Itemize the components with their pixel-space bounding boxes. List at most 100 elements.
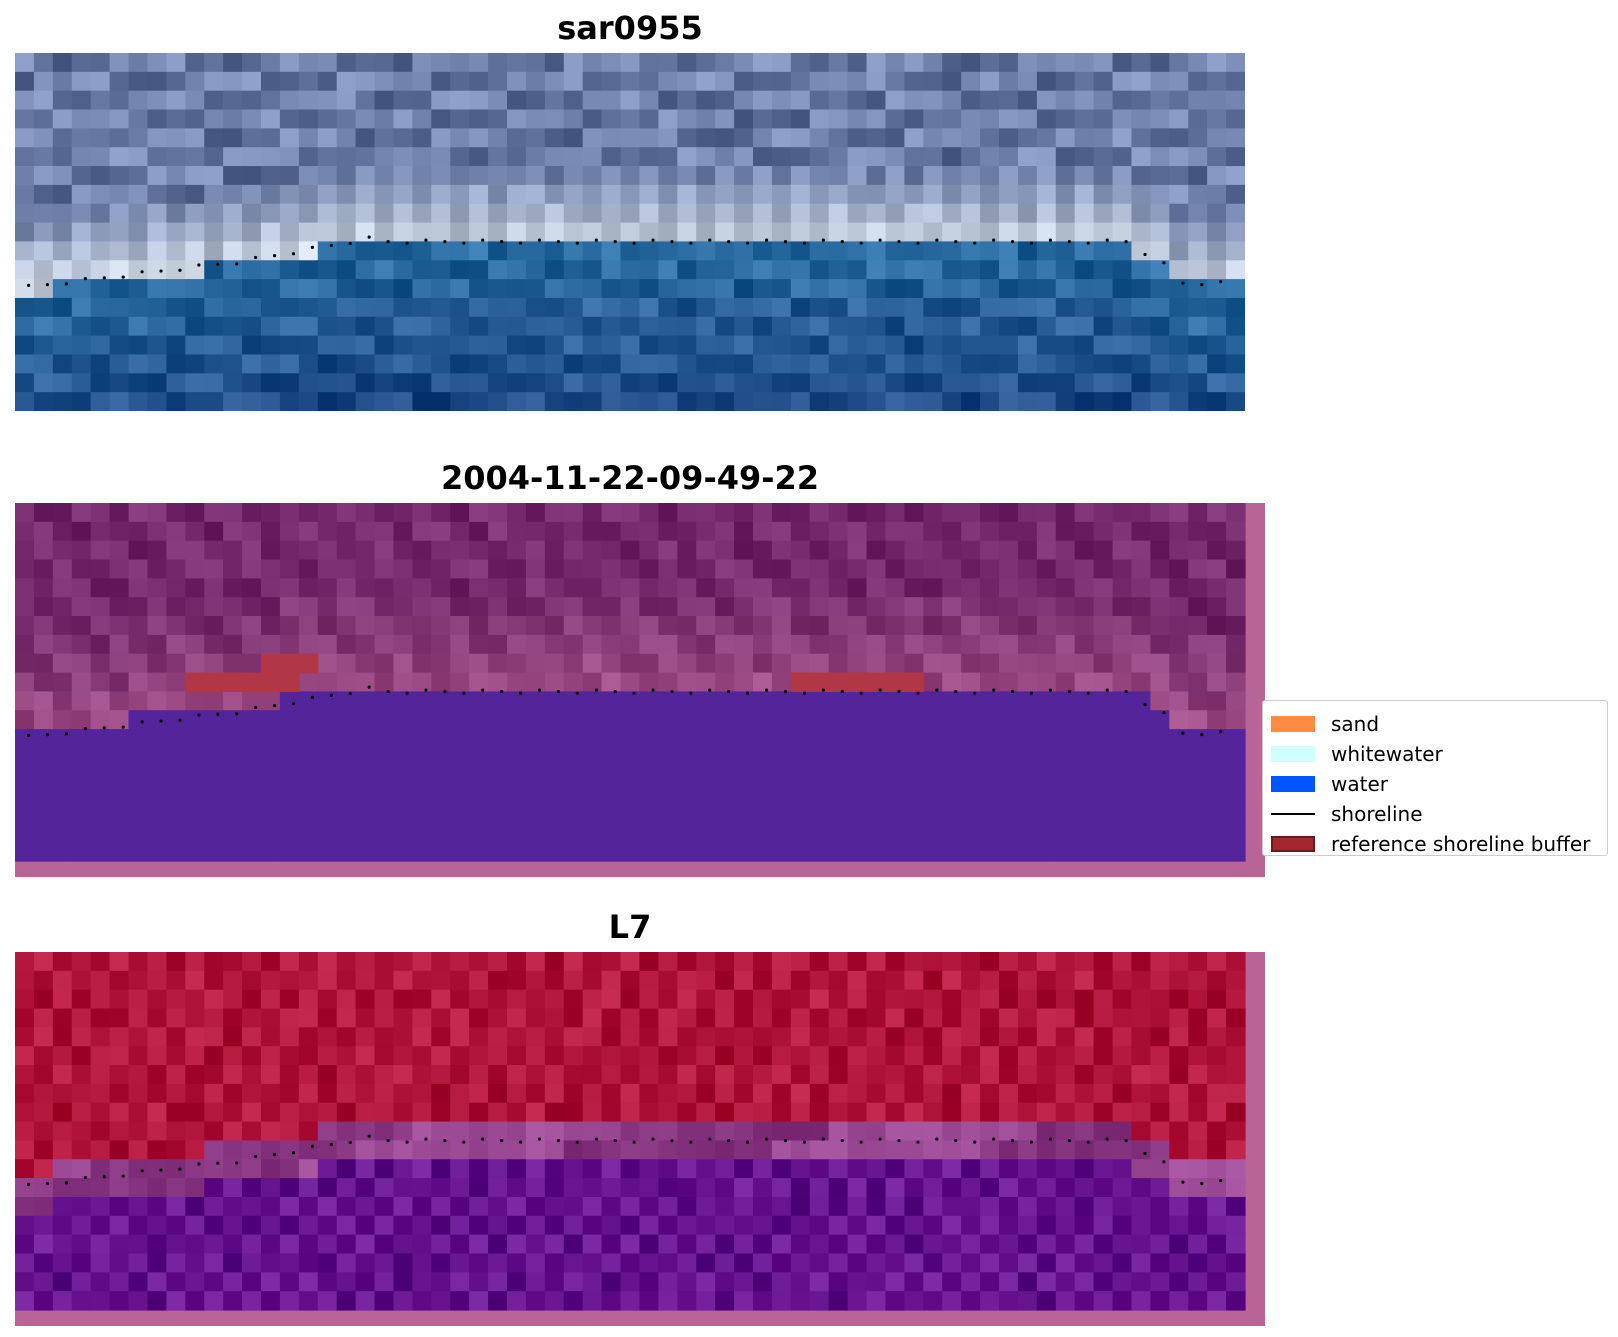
shoreline-point — [575, 691, 579, 695]
shoreline-point — [216, 712, 220, 716]
shoreline-point — [897, 1139, 901, 1143]
shoreline-point — [708, 238, 712, 242]
shoreline-points — [26, 685, 1223, 737]
panel-title-index: L7 — [608, 908, 652, 946]
legend-label-shoreline: shoreline — [1331, 802, 1423, 826]
panel-title-rgb: sar0955 — [557, 9, 703, 47]
shoreline-point — [159, 1168, 163, 1172]
shoreline-point — [821, 1137, 825, 1141]
panel-title-classified: 2004-11-22-09-49-22 — [440, 459, 820, 497]
shoreline-point — [746, 241, 750, 245]
shoreline-point — [45, 283, 50, 287]
shoreline-point — [1200, 1182, 1204, 1186]
shoreline-point — [518, 691, 523, 695]
shoreline-point — [859, 691, 863, 695]
shoreline-point — [83, 726, 87, 731]
shoreline-point — [518, 241, 523, 245]
shoreline-point — [64, 732, 69, 736]
shoreline-point — [1010, 240, 1015, 244]
shoreline-point — [840, 1139, 844, 1143]
shoreline-point — [424, 688, 428, 692]
shoreline-point — [992, 238, 996, 242]
shoreline-point — [1219, 1179, 1223, 1183]
shoreline-point — [424, 238, 428, 242]
shoreline-point — [443, 690, 447, 694]
rgb-image-panel — [15, 53, 1245, 411]
shoreline-point — [254, 255, 258, 260]
shoreline-point — [1029, 1140, 1034, 1144]
shoreline-point — [840, 690, 844, 694]
shoreline-point — [764, 1137, 769, 1141]
shoreline-point — [1048, 238, 1053, 242]
shoreline-point — [689, 691, 693, 695]
shoreline-point — [973, 691, 977, 695]
shoreline-point — [973, 241, 977, 245]
shoreline-point — [1124, 1139, 1128, 1143]
shoreline-point — [1010, 690, 1015, 694]
shoreline-point — [481, 1137, 485, 1141]
shoreline-point — [1219, 280, 1223, 284]
shoreline-point — [802, 691, 807, 695]
shoreline-point — [594, 1137, 598, 1141]
shoreline-point — [651, 238, 655, 242]
shoreline-point — [1124, 690, 1128, 694]
shoreline-point — [405, 691, 409, 695]
shoreline-point — [348, 691, 352, 696]
shoreline-point — [670, 690, 674, 694]
shoreline-point — [121, 1174, 125, 1178]
shoreline-point — [462, 241, 466, 245]
shoreline-point — [897, 690, 901, 694]
shoreline-point — [1105, 688, 1109, 692]
shoreline-point — [878, 1137, 882, 1141]
shoreline-point — [878, 238, 882, 242]
shoreline-point — [197, 713, 201, 717]
legend-item-shoreline: shoreline — [1271, 799, 1607, 829]
shoreline-point — [1105, 1137, 1109, 1141]
shoreline-point — [140, 1169, 144, 1173]
shoreline-point — [1086, 241, 1090, 245]
shoreline-point — [26, 283, 31, 287]
shoreline-points — [26, 1134, 1223, 1186]
shoreline-point — [518, 1140, 523, 1144]
legend-label-sand: sand — [1331, 712, 1380, 736]
shoreline-point — [291, 702, 296, 706]
shoreline-point — [329, 1142, 333, 1147]
shoreline-point — [386, 240, 390, 244]
shoreline-point — [1086, 1140, 1090, 1144]
shoreline-point — [462, 691, 466, 695]
shoreline-point — [83, 276, 87, 281]
shoreline-point — [651, 688, 655, 692]
shoreline-point — [481, 688, 485, 692]
reference-buffer-patch — [261, 653, 319, 674]
shoreline-point — [821, 688, 825, 692]
shoreline-point — [1181, 731, 1185, 735]
shoreline-point — [575, 1140, 579, 1144]
shoreline-point — [102, 1175, 106, 1179]
shoreline-point — [405, 1140, 409, 1144]
shoreline-point — [26, 1182, 31, 1186]
shoreline-point — [746, 1140, 750, 1144]
shoreline-point — [594, 238, 598, 242]
shoreline-point — [272, 1152, 277, 1157]
shoreline-point — [1029, 241, 1034, 245]
shoreline-point — [727, 1139, 731, 1143]
shoreline-point — [954, 240, 958, 244]
shoreline-point — [859, 241, 863, 245]
shoreline-point — [878, 688, 882, 692]
shoreline-point — [594, 688, 598, 692]
legend-item-whitewater: whitewater — [1271, 739, 1607, 769]
shoreline-point — [272, 703, 277, 708]
shoreline-point — [1181, 281, 1185, 285]
shoreline-point — [802, 1140, 807, 1144]
shoreline-point — [140, 270, 144, 274]
shoreline-point — [613, 1139, 617, 1143]
shoreline-point — [821, 238, 825, 242]
shoreline-point — [613, 240, 617, 244]
shoreline-point — [235, 1161, 239, 1165]
shoreline-point — [197, 1162, 201, 1166]
shoreline-point — [178, 1167, 182, 1171]
shoreline-point — [1067, 240, 1071, 244]
shoreline-point — [1029, 691, 1034, 695]
shoreline-point — [783, 690, 788, 694]
shoreline-point — [1105, 238, 1109, 242]
